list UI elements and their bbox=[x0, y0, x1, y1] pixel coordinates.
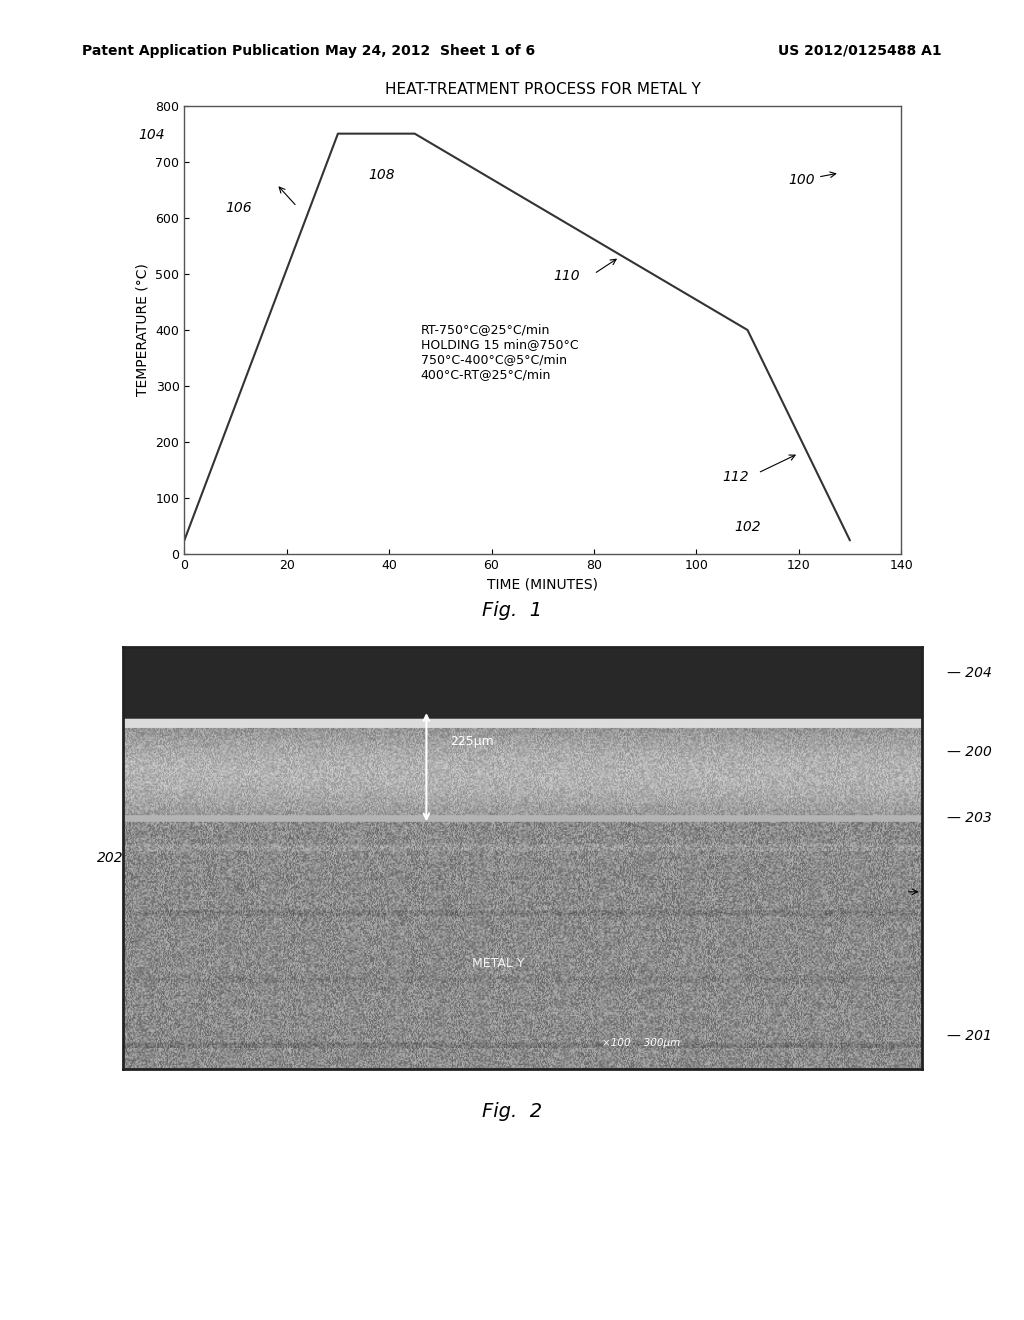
Text: RT-750°C@25°C/min
HOLDING 15 min@750°C
750°C-400°C@5°C/min
400°C-RT@25°C/min: RT-750°C@25°C/min HOLDING 15 min@750°C 7… bbox=[421, 323, 579, 381]
Text: — 203: — 203 bbox=[947, 812, 992, 825]
Text: 100: 100 bbox=[788, 172, 836, 187]
Text: 225μm: 225μm bbox=[451, 735, 495, 748]
Title: HEAT-TREATMENT PROCESS FOR METAL Y: HEAT-TREATMENT PROCESS FOR METAL Y bbox=[385, 82, 700, 98]
Text: ×100    300μm: ×100 300μm bbox=[602, 1038, 680, 1048]
Text: 202: 202 bbox=[97, 851, 124, 865]
Text: US 2012/0125488 A1: US 2012/0125488 A1 bbox=[778, 44, 942, 58]
X-axis label: TIME (MINUTES): TIME (MINUTES) bbox=[487, 578, 598, 591]
Y-axis label: TEMPERATURE (°C): TEMPERATURE (°C) bbox=[136, 264, 150, 396]
Text: 102: 102 bbox=[734, 520, 761, 533]
Text: — 200: — 200 bbox=[947, 746, 992, 759]
Text: 112: 112 bbox=[722, 470, 749, 484]
Text: 108: 108 bbox=[369, 168, 395, 182]
Text: Fig.  2: Fig. 2 bbox=[482, 1102, 542, 1121]
Text: 104: 104 bbox=[138, 128, 165, 141]
Text: — 204: — 204 bbox=[947, 667, 992, 680]
Text: 106: 106 bbox=[225, 201, 252, 215]
Text: Patent Application Publication: Patent Application Publication bbox=[82, 44, 319, 58]
Text: — 201: — 201 bbox=[947, 1030, 992, 1043]
Text: Fig.  1: Fig. 1 bbox=[482, 601, 542, 619]
Text: 110: 110 bbox=[553, 268, 580, 282]
Text: May 24, 2012  Sheet 1 of 6: May 24, 2012 Sheet 1 of 6 bbox=[325, 44, 536, 58]
Text: METAL Y: METAL Y bbox=[472, 957, 524, 970]
